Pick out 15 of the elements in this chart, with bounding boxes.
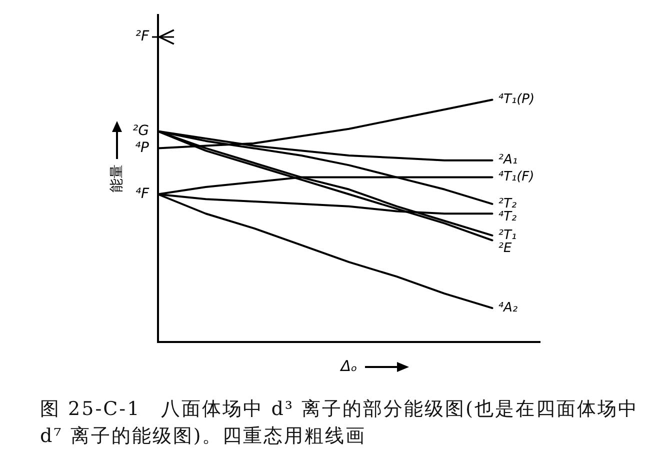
series-label: ²E xyxy=(498,240,512,256)
text: ²F xyxy=(135,28,150,45)
x-axis-title: Δₒ xyxy=(340,356,358,375)
series-label: ⁴T₂ xyxy=(498,209,517,224)
series-label: ²T₂ xyxy=(498,196,517,212)
text: 图 25-C-1 八面体场中 d³ 离子的部分能级图(也是在四面体场中 d⁷ 离子的能级图)。四重态用粗线画 xyxy=(40,397,640,449)
text: ⁴F xyxy=(135,186,150,202)
series-label: ⁴T₁(P) xyxy=(498,92,535,108)
text: ⁴P xyxy=(134,140,150,156)
y-axis-title: 能量 xyxy=(109,164,126,192)
text: ²G xyxy=(132,122,150,139)
series-label: ²A₁ xyxy=(498,152,518,168)
series-label: ⁴T₁(F) xyxy=(498,170,534,185)
series-label: ²T₁ xyxy=(498,228,517,243)
series-label: ⁴A₂ xyxy=(498,300,518,316)
